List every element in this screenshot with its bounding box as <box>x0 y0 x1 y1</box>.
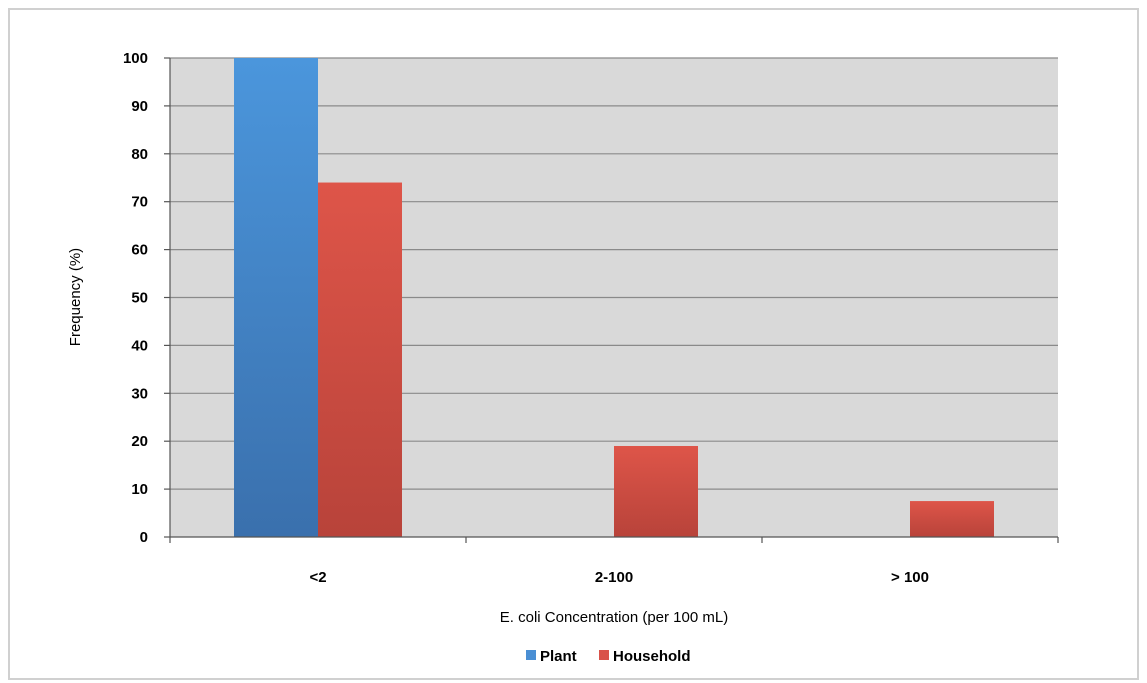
x-tick-labels: <2 2-100 > 100 <box>309 569 929 586</box>
bars <box>234 58 994 538</box>
y-tick-label: 40 <box>131 337 148 354</box>
bar-household-2 <box>910 501 994 537</box>
bar-household-0 <box>318 182 402 538</box>
legend-swatch-plant <box>526 650 536 660</box>
y-tick-label: 20 <box>131 433 148 450</box>
y-tick-label: 50 <box>131 290 148 307</box>
legend-swatch-household <box>599 650 609 660</box>
legend-label-household: Household <box>613 648 691 665</box>
y-tick-label: 30 <box>131 385 148 402</box>
bar-household-1 <box>614 445 698 537</box>
x-tick-label: 2-100 <box>595 569 633 586</box>
x-tick-label: > 100 <box>891 569 929 586</box>
x-axis-title: E. coli Concentration (per 100 mL) <box>500 609 728 626</box>
y-tick-labels: 0 10 20 30 40 50 60 70 80 90 100 <box>123 50 148 546</box>
bar-plant-0 <box>234 58 318 537</box>
y-tick-label: 80 <box>131 146 148 163</box>
y-tick-label: 70 <box>131 194 148 211</box>
y-tick-label: 100 <box>123 50 148 67</box>
x-tick-label: <2 <box>309 569 326 586</box>
legend-label-plant: Plant <box>540 648 577 665</box>
axes <box>164 57 1059 543</box>
y-tick-label: 0 <box>140 529 148 546</box>
y-axis-title: Frequency (%) <box>67 248 84 346</box>
legend: Plant Household <box>526 648 691 665</box>
y-tick-label: 90 <box>131 98 148 115</box>
y-tick-label: 60 <box>131 242 148 259</box>
y-tick-label: 10 <box>131 481 148 498</box>
